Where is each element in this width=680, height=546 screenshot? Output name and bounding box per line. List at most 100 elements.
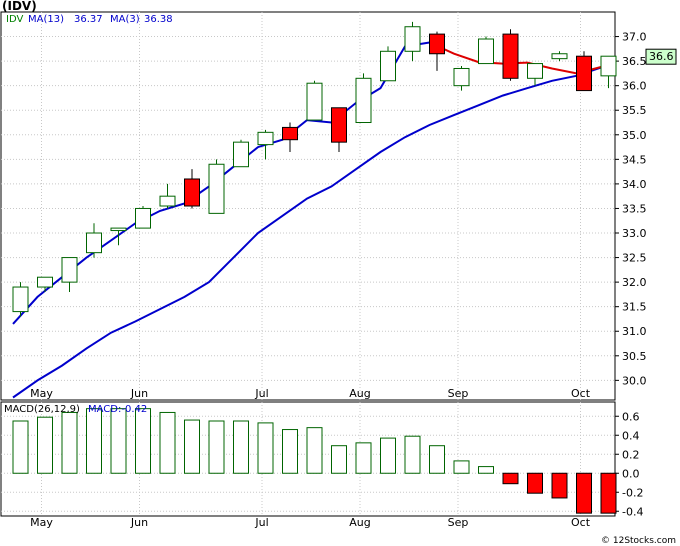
candlestick: [110, 227, 127, 246]
candlestick: [135, 206, 151, 229]
price-x-tick-label: Jun: [130, 387, 148, 400]
macd-legend-name: MACD(26,12,9): [4, 404, 80, 415]
macd-bar-positive: [86, 408, 102, 474]
candle-body-down: [576, 55, 592, 92]
macd-bar-positive: [37, 416, 53, 474]
price-y-tick-label: 30.0: [622, 374, 647, 387]
candle-body-up: [233, 141, 249, 168]
price-y-tick-label: 34.5: [622, 153, 647, 166]
legend-symbol: IDV: [6, 14, 23, 25]
macd-bar-positive: [331, 445, 347, 474]
price-y-tick-label: 32.0: [622, 276, 647, 289]
price-y-tick-label: 33.5: [622, 202, 647, 215]
macd-x-tick-label: Oct: [571, 516, 591, 529]
candlestick: [61, 257, 78, 292]
candlestick: [233, 139, 249, 168]
candlestick: [404, 21, 421, 62]
macd-y-tick-label: 0.2: [622, 448, 640, 461]
candle-body-down: [282, 126, 298, 141]
ma13-line: [12, 66, 602, 399]
candlestick: [453, 66, 470, 91]
candlestick: [159, 183, 176, 209]
macd-y-tick-label: 0.6: [622, 410, 640, 423]
price-y-tick-label: 31.5: [622, 301, 647, 314]
macd-bar-negative: [502, 472, 519, 485]
candlestick: [355, 73, 372, 124]
macd-x-tick-label: Aug: [349, 516, 370, 529]
macd-y-tick-label: -0.2: [622, 486, 643, 499]
macd-legend-value: MACD:-0.42: [88, 404, 147, 415]
macd-bar-negative: [527, 472, 543, 494]
macd-bar-positive: [159, 411, 176, 474]
macd-bar-positive: [12, 420, 29, 474]
price-x-tick-label: May: [30, 387, 53, 400]
price-x-tick-label: Jul: [254, 387, 268, 400]
candlestick: [551, 51, 568, 62]
candle-body-up: [159, 195, 176, 207]
candle-body-down: [331, 107, 347, 143]
price-panel: [0, 11, 616, 401]
macd-bar-positive: [478, 466, 494, 474]
macd-x-axis: May Jun Jul Aug Sep Oct: [30, 516, 591, 529]
candle-body-up: [380, 50, 396, 82]
candlestick: [282, 122, 298, 152]
macd-y-tick-label: 0.0: [622, 467, 640, 480]
macd-y-axis: -0.4 -0.2 0.0 0.2 0.4 0.6: [615, 410, 643, 518]
candlestick: [429, 31, 445, 71]
candlestick: [600, 55, 617, 89]
candlestick: [12, 282, 29, 317]
price-y-tick-label: 34.0: [622, 178, 647, 191]
price-y-axis: 30.0 30.5 31.0 31.5 32.0 32.5 33.0 33.5 34.0 34.5…: [615, 31, 647, 387]
candle-body-up: [527, 63, 543, 79]
price-y-tick-label: 35.0: [622, 129, 647, 142]
candlesticks: [12, 21, 617, 317]
macd-bar-positive: [306, 427, 323, 474]
price-y-tick-label: 31.0: [622, 325, 647, 338]
candlestick: [527, 63, 543, 86]
macd-x-tick-label: Jul: [254, 516, 268, 529]
ticker-title: (IDV): [2, 0, 37, 13]
legend-ma13-value: 36.37: [74, 14, 103, 25]
price-x-tick-label: Aug: [349, 387, 370, 400]
candle-body-up: [135, 207, 151, 229]
candle-body-up: [86, 232, 102, 254]
legend-ma3-name: MA(3): [110, 14, 140, 25]
candle-body-down: [502, 33, 519, 79]
macd-bars: [12, 408, 617, 514]
price-legend: IDV MA(13) 36.37 MA(3) 36.38: [6, 14, 173, 25]
macd-bar-positive: [233, 420, 249, 474]
price-x-axis: May Jun Jul Aug Sep Oct: [30, 387, 591, 400]
macd-x-tick-label: Jun: [130, 516, 148, 529]
candle-body-down: [184, 178, 200, 207]
price-x-tick-label: Oct: [571, 387, 591, 400]
candle-body-up: [478, 38, 494, 65]
candle-body-up: [355, 77, 372, 124]
candle-body-up: [257, 131, 274, 146]
candle-body-up: [61, 257, 78, 283]
candle-body-up: [600, 55, 617, 77]
candlestick: [576, 51, 592, 92]
price-grid: [1, 12, 615, 400]
macd-y-tick-label: -0.4: [622, 505, 643, 518]
candle-body-up: [306, 82, 323, 121]
candle-body-up: [37, 276, 53, 288]
macd-bar-positive: [135, 408, 151, 474]
price-x-tick-label: Sep: [448, 387, 469, 400]
candlestick: [208, 159, 225, 214]
macd-x-tick-label: Sep: [448, 516, 469, 529]
candle-body-up: [12, 286, 29, 313]
macd-bar-positive: [257, 422, 274, 474]
macd-bar-positive: [355, 442, 372, 474]
macd-x-tick-label: May: [30, 516, 53, 529]
price-y-tick-label: 30.5: [622, 350, 647, 363]
macd-bar-positive: [380, 437, 396, 474]
candlestick: [380, 46, 396, 82]
legend-ma3-value: 36.38: [144, 14, 173, 25]
last-price-box: [645, 48, 677, 65]
candlestick: [331, 107, 347, 152]
candle-body-up: [208, 163, 225, 214]
macd-bar-negative: [576, 472, 592, 514]
price-y-tick-label: 32.5: [622, 252, 647, 265]
candle-body-up: [110, 227, 127, 232]
